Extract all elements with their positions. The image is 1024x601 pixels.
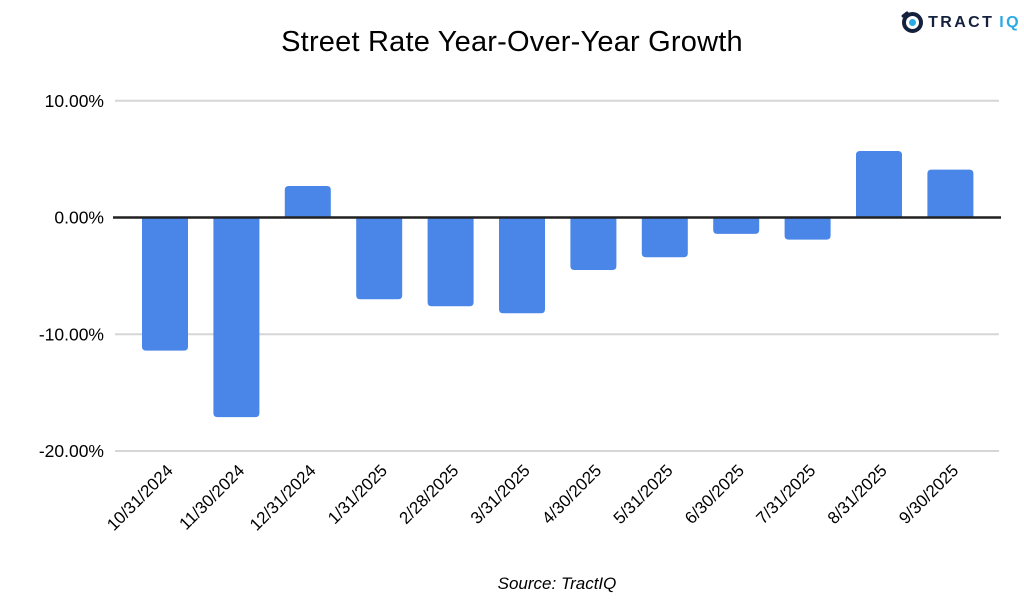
bar	[784, 217, 831, 240]
bar	[213, 217, 260, 418]
tractiq-target-icon	[902, 12, 924, 33]
x-tick-label: 10/31/2024	[103, 461, 177, 535]
x-tick-label: 5/31/2025	[610, 461, 677, 528]
x-tick-label: 4/30/2025	[538, 461, 605, 528]
y-tick-label: -10.00%	[39, 324, 104, 344]
x-tick-label: 11/30/2024	[176, 461, 249, 534]
source-caption: Source: TractIQ	[497, 574, 617, 593]
logo-text-iq: IQ	[999, 13, 1021, 31]
bar	[427, 217, 474, 307]
x-tick-label: 2/28/2025	[396, 461, 463, 528]
x-tick-label: 6/30/2025	[681, 461, 748, 528]
chart-title: Street Rate Year-Over-Year Growth	[281, 26, 743, 58]
logo-text-tract: TRACT	[928, 13, 995, 31]
bar	[356, 217, 403, 300]
x-tick-label: 3/31/2025	[467, 461, 534, 528]
bar	[570, 217, 617, 271]
x-tick-label: 1/31/2025	[324, 461, 391, 528]
bar	[856, 150, 902, 218]
bar	[499, 217, 545, 314]
bar	[284, 185, 331, 218]
y-tick-label: -20.00%	[39, 441, 104, 461]
y-tick-label: 0.00%	[54, 208, 104, 228]
bar	[641, 217, 688, 258]
y-tick-label: 10.00%	[45, 91, 104, 111]
x-tick-label: 7/31/2025	[753, 461, 820, 528]
tractiq-logo: TRACT IQ	[902, 12, 1021, 33]
bar	[713, 217, 760, 234]
x-tick-label: 8/31/2025	[824, 461, 891, 528]
x-tick-label: 9/30/2025	[895, 461, 962, 528]
bar	[927, 169, 974, 218]
x-tick-label: 12/31/2024	[246, 461, 320, 535]
bar	[142, 217, 188, 351]
